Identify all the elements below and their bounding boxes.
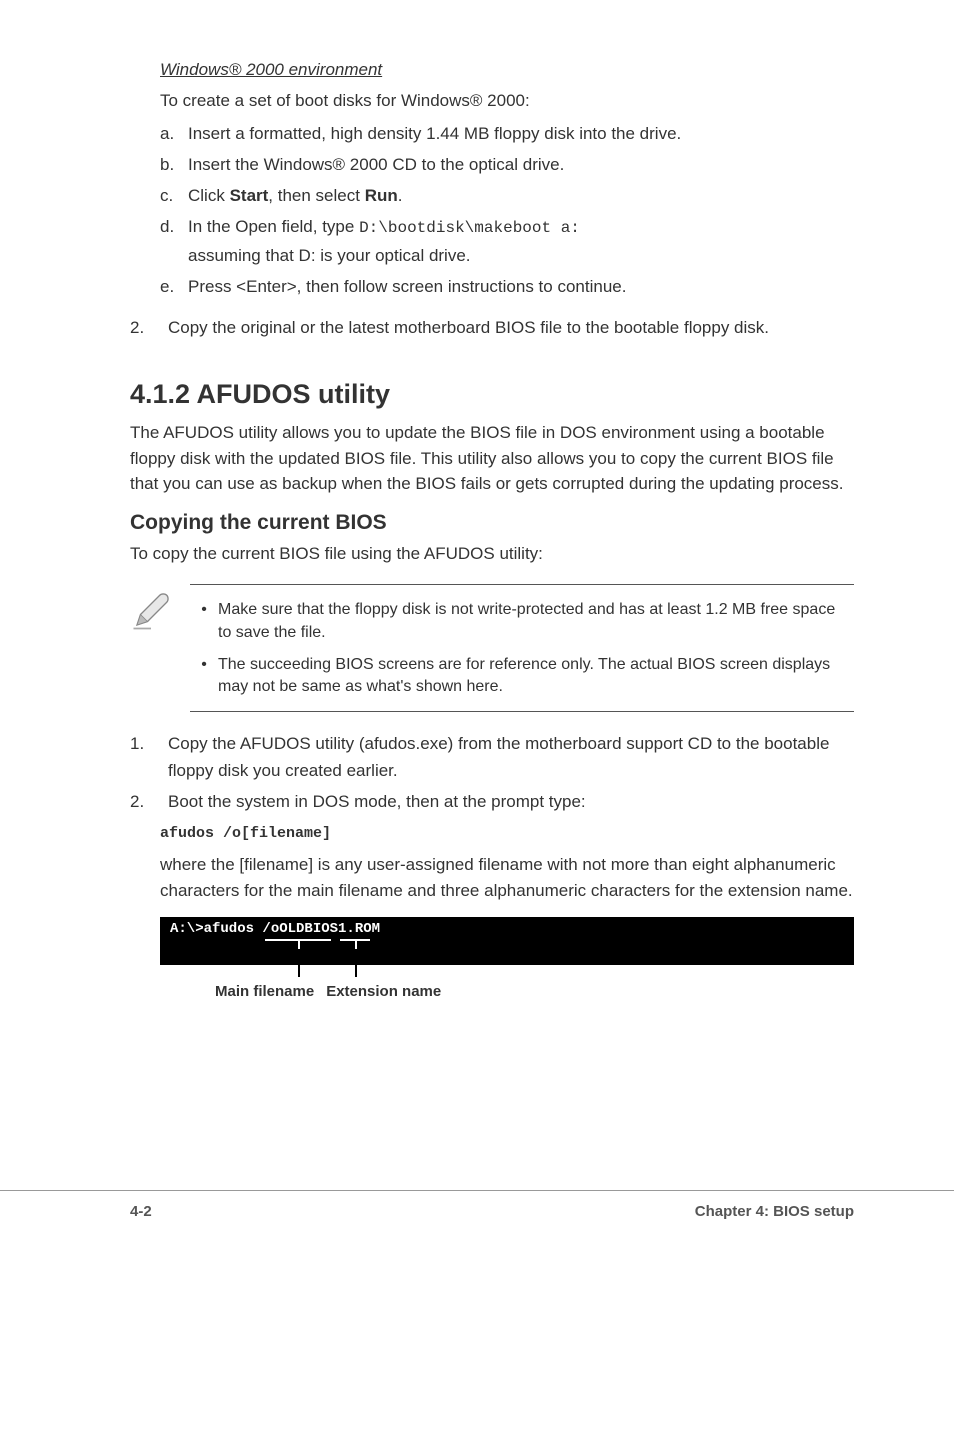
step-d-line2: assuming that D: is your optical drive. bbox=[188, 242, 854, 269]
step-a-text: Insert a formatted, high density 1.44 MB… bbox=[188, 120, 854, 147]
label-row: Main filename Extension name bbox=[160, 983, 854, 1000]
marker-2: 2. bbox=[130, 314, 168, 341]
copy-heading: Copying the current BIOS bbox=[130, 511, 854, 535]
marker-1: 1. bbox=[130, 730, 168, 784]
step-c-run: Run bbox=[365, 186, 398, 205]
step-c-post: . bbox=[398, 186, 403, 205]
terminal-output: A:\>afudos /oOLDBIOS1.ROM bbox=[160, 917, 854, 965]
marker-b: b. bbox=[160, 151, 188, 178]
marker-a: a. bbox=[160, 120, 188, 147]
win2000-intro: To create a set of boot disks for Window… bbox=[160, 88, 854, 114]
outer-step-2-text: Copy the original or the latest motherbo… bbox=[168, 314, 854, 341]
label-tick-row bbox=[160, 965, 854, 979]
step-d-cmd: D:\bootdisk\makeboot a: bbox=[359, 219, 580, 237]
win2000-heading: Windows® 2000 environment bbox=[160, 60, 854, 80]
bullet-icon: • bbox=[190, 654, 218, 699]
note-block: • Make sure that the floppy disk is not … bbox=[130, 584, 854, 712]
note-2-text: The succeeding BIOS screens are for refe… bbox=[218, 654, 848, 699]
bullet-icon: • bbox=[190, 599, 218, 644]
label-ext: Extension name bbox=[326, 983, 441, 1000]
afudos-intro: The AFUDOS utility allows you to update … bbox=[130, 420, 854, 497]
terminal-text: A:\>afudos /oOLDBIOS1.ROM bbox=[170, 921, 380, 937]
step-e-text: Press <Enter>, then follow screen instru… bbox=[188, 273, 854, 300]
term-tick-1 bbox=[298, 941, 300, 949]
pencil-icon bbox=[130, 584, 190, 637]
afudos-cmd: afudos /o[filename] bbox=[160, 825, 854, 842]
outer-step-2: 2. Copy the original or the latest mothe… bbox=[130, 314, 854, 341]
note-2: • The succeeding BIOS screens are for re… bbox=[190, 654, 848, 699]
marker-d: d. bbox=[160, 213, 188, 269]
step-c-text: Click Start, then select Run. bbox=[188, 182, 854, 209]
vtick-1 bbox=[298, 965, 300, 977]
note-1-text: Make sure that the floppy disk is not wr… bbox=[218, 599, 848, 644]
footer-right: Chapter 4: BIOS setup bbox=[695, 1203, 854, 1220]
step-d-text: In the Open field, type D:\bootdisk\make… bbox=[188, 213, 854, 269]
step-c-start: Start bbox=[230, 186, 269, 205]
step-b-text: Insert the Windows® 2000 CD to the optic… bbox=[188, 151, 854, 178]
afudos-step-1-text: Copy the AFUDOS utility (afudos.exe) fro… bbox=[168, 730, 854, 784]
step-c-mid: , then select bbox=[268, 186, 364, 205]
copy-intro: To copy the current BIOS file using the … bbox=[130, 541, 854, 567]
vtick-2 bbox=[355, 965, 357, 977]
step-c-pre: Click bbox=[188, 186, 230, 205]
note-1: • Make sure that the floppy disk is not … bbox=[190, 599, 848, 644]
step-a: a. Insert a formatted, high density 1.44… bbox=[160, 120, 854, 147]
afudos-step-2-text: Boot the system in DOS mode, then at the… bbox=[168, 788, 854, 815]
afudos-heading: 4.1.2 AFUDOS utility bbox=[130, 379, 854, 410]
afudos-step-2: 2. Boot the system in DOS mode, then at … bbox=[130, 788, 854, 815]
afudos-explain: where the [filename] is any user-assigne… bbox=[130, 852, 854, 903]
footer-left: 4-2 bbox=[130, 1203, 152, 1220]
marker-c: c. bbox=[160, 182, 188, 209]
page-footer: 4-2 Chapter 4: BIOS setup bbox=[0, 1190, 954, 1248]
marker-e: e. bbox=[160, 273, 188, 300]
label-main: Main filename bbox=[215, 983, 314, 1000]
step-d: d. In the Open field, type D:\bootdisk\m… bbox=[160, 213, 854, 269]
note-body: • Make sure that the floppy disk is not … bbox=[190, 584, 854, 712]
marker-2b: 2. bbox=[130, 788, 168, 815]
step-d-pre: In the Open field, type bbox=[188, 217, 359, 236]
step-b: b. Insert the Windows® 2000 CD to the op… bbox=[160, 151, 854, 178]
term-tick-2 bbox=[355, 941, 357, 949]
step-c: c. Click Start, then select Run. bbox=[160, 182, 854, 209]
step-e: e. Press <Enter>, then follow screen ins… bbox=[160, 273, 854, 300]
afudos-step-1: 1. Copy the AFUDOS utility (afudos.exe) … bbox=[130, 730, 854, 784]
